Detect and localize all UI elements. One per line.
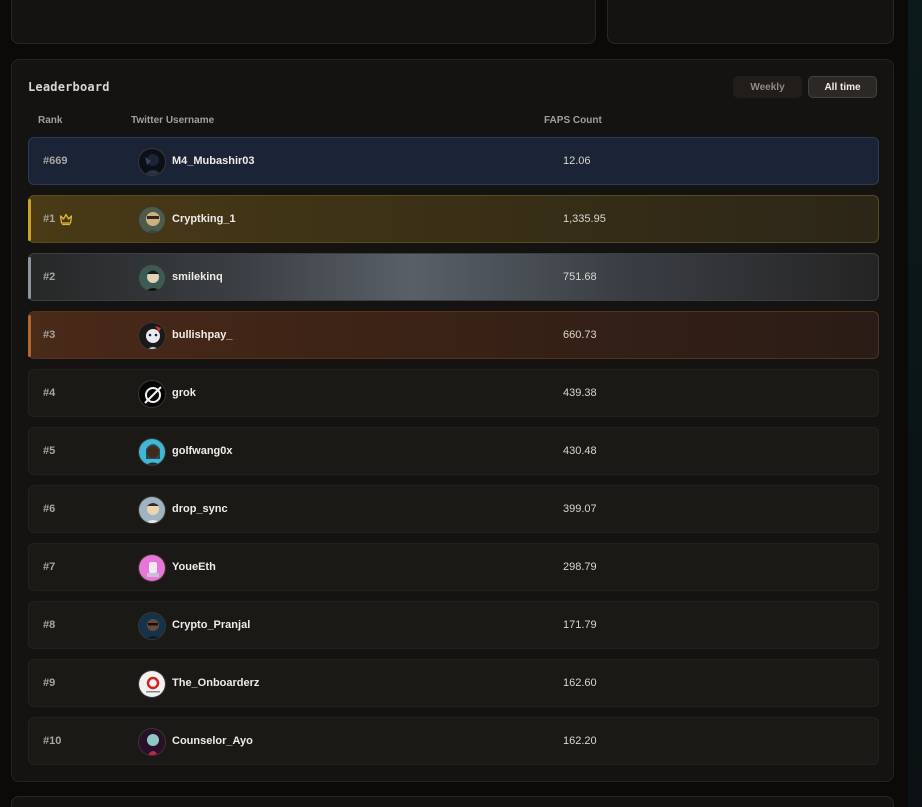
username[interactable]: M4_Mubashir03 xyxy=(172,155,255,167)
faps-count: 751.68 xyxy=(563,271,597,283)
leaderboard-row[interactable]: #7 YoueEth 298.79 xyxy=(28,543,879,591)
rank-column-header: Rank xyxy=(38,115,63,126)
username[interactable]: smilekinq xyxy=(172,271,223,283)
rank-value: #9 xyxy=(43,677,56,689)
leaderboard-title: Leaderboard xyxy=(28,80,110,94)
avatar xyxy=(138,438,166,466)
faps-count: 12.06 xyxy=(563,155,591,167)
avatar xyxy=(138,496,166,524)
rank-value: #7 xyxy=(43,561,56,573)
rank-value: #3 xyxy=(43,329,56,341)
leaderboard-row[interactable]: #9 The_Onboarderz 162.60 xyxy=(28,659,879,707)
rank-value: #2 xyxy=(43,271,56,283)
avatar xyxy=(138,670,166,698)
avatar xyxy=(138,322,166,350)
rank-value: #10 xyxy=(43,735,62,747)
all-time-button[interactable]: All time xyxy=(808,76,877,98)
leaderboard-row[interactable]: #10 Counselor_Ayo 162.20 xyxy=(28,717,879,765)
faps-count: 430.48 xyxy=(563,445,597,457)
username[interactable]: Crypto_Pranjal xyxy=(172,619,251,631)
username-column-header: Twitter Username xyxy=(131,115,215,126)
username[interactable]: bullishpay_ xyxy=(172,329,233,341)
faps-count: 660.73 xyxy=(563,329,597,341)
crown-icon xyxy=(59,213,73,226)
leaderboard-row-silver[interactable]: #2 smilekinq 751.68 xyxy=(28,253,879,301)
avatar xyxy=(138,612,166,640)
faps-count: 162.20 xyxy=(563,735,597,747)
leaderboard-row-bronze[interactable]: #3 bullishpay_ 660.73 xyxy=(28,311,879,359)
avatar xyxy=(138,264,166,292)
username[interactable]: grok xyxy=(172,387,196,399)
faps-count: 171.79 xyxy=(563,619,597,631)
weekly-button[interactable]: Weekly xyxy=(733,76,802,98)
username[interactable]: Counselor_Ayo xyxy=(172,735,253,747)
rank-value: #1 xyxy=(43,213,56,225)
faps-count: 1,335.95 xyxy=(563,213,606,225)
page-edge-gradient xyxy=(908,0,922,807)
username[interactable]: drop_sync xyxy=(172,503,228,515)
username[interactable]: Cryptking_1 xyxy=(172,213,236,225)
bronze-accent-bar xyxy=(28,315,31,357)
avatar xyxy=(138,728,166,756)
rank-value: #6 xyxy=(43,503,56,515)
rank-value: #4 xyxy=(43,387,56,399)
stats-card-right xyxy=(607,0,894,44)
period-toggle: Weekly All time xyxy=(733,76,877,98)
avatar xyxy=(138,554,166,582)
leaderboard-row[interactable]: #4 grok 439.38 xyxy=(28,369,879,417)
faps-count: 162.60 xyxy=(563,677,597,689)
username[interactable]: The_Onboarderz xyxy=(172,677,260,689)
silver-accent-bar xyxy=(28,257,31,299)
leaderboard-row[interactable]: #8 Crypto_Pranjal 171.79 xyxy=(28,601,879,649)
leaderboard-row[interactable]: #6 drop_sync 399.07 xyxy=(28,485,879,533)
stats-card-left xyxy=(11,0,596,44)
rank-value: #669 xyxy=(43,155,68,167)
faps-count: 298.79 xyxy=(563,561,597,573)
rank-value: #5 xyxy=(43,445,56,457)
leaderboard-row-gold[interactable]: #1 Cryptking_1 1,335.95 xyxy=(28,195,879,243)
rank-value: #8 xyxy=(43,619,56,631)
avatar xyxy=(138,206,166,234)
gold-accent-bar xyxy=(28,199,31,241)
next-section-card xyxy=(11,796,894,807)
faps-count: 439.38 xyxy=(563,387,597,399)
current-user-row[interactable]: #669 M4_Mubashir03 12.06 xyxy=(28,137,879,185)
avatar xyxy=(138,148,166,176)
username[interactable]: golfwang0x xyxy=(172,445,233,457)
faps-count: 399.07 xyxy=(563,503,597,515)
username[interactable]: YoueEth xyxy=(172,561,216,573)
leaderboard-row[interactable]: #5 golfwang0x 430.48 xyxy=(28,427,879,475)
count-column-header: FAPS Count xyxy=(544,115,602,126)
avatar xyxy=(138,380,166,408)
leaderboard-panel: Leaderboard Weekly All time Rank Twitter… xyxy=(11,59,894,782)
